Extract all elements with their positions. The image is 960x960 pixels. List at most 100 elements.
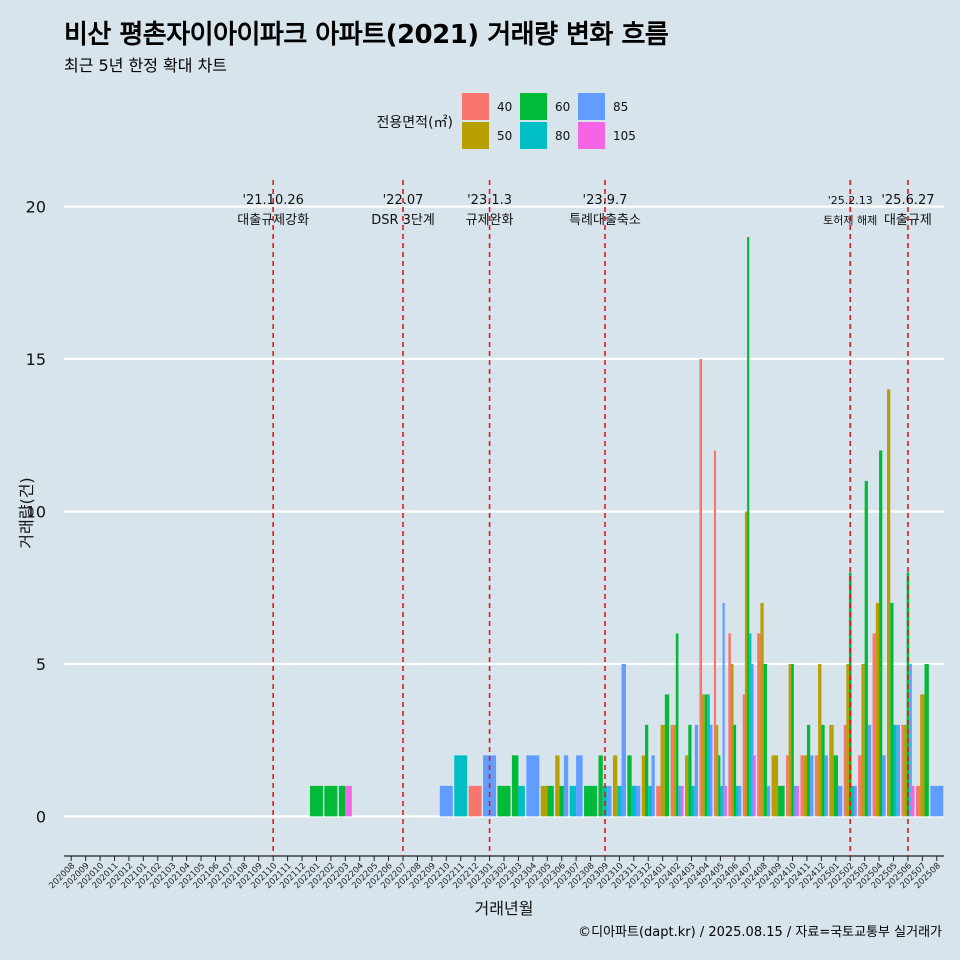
bar (800, 755, 804, 817)
bar (730, 663, 734, 817)
event-name-label: DSR 3단계 (371, 213, 435, 228)
bar (707, 694, 710, 817)
source-caption: ©디아파트(dapt.kr) / 2025.08.15 / 자료=국토교통부 실… (578, 925, 942, 940)
bar (742, 694, 745, 817)
bar (791, 663, 794, 817)
bar (678, 785, 682, 817)
bar (511, 755, 519, 817)
event-date-label: '25.2.13 (828, 194, 873, 207)
event-name-label: 대출규제강화 (237, 213, 309, 228)
bar (681, 785, 684, 817)
bar (833, 755, 838, 817)
y-axis-title: 거래량(건) (17, 477, 36, 548)
bar (896, 724, 900, 817)
bar (803, 755, 807, 817)
bar (673, 724, 676, 817)
bar (887, 389, 891, 817)
bar (518, 785, 525, 817)
bar (660, 724, 665, 817)
chart-title: 비산 평촌자이아이파크 아파트(2021) 거래량 변화 흐름 (64, 20, 669, 50)
bar (837, 785, 843, 817)
event-date-label: '25.6.27 (881, 193, 934, 208)
event-date-label: '23.9.7 (583, 193, 628, 208)
bar (915, 785, 921, 817)
bar (724, 785, 727, 817)
bar (909, 663, 912, 817)
legend-label: 60 (555, 100, 570, 114)
bar (617, 785, 622, 817)
y-tick-label: 5 (36, 655, 46, 674)
bar (738, 785, 742, 817)
bar (309, 785, 323, 817)
bar (636, 785, 641, 817)
bar (930, 785, 944, 817)
legend-swatch (520, 122, 547, 149)
bar (872, 633, 876, 817)
bar (338, 785, 346, 817)
bar (699, 359, 703, 817)
bar (901, 724, 905, 817)
bar (793, 785, 797, 817)
bar (778, 785, 785, 817)
bar (718, 755, 721, 817)
bar (763, 663, 767, 817)
bar (893, 724, 897, 817)
bar (631, 785, 636, 817)
bar (861, 663, 865, 817)
bar (846, 663, 849, 817)
event-name-label: 특례대출축소 (569, 213, 641, 228)
bar (645, 724, 649, 817)
bar (648, 785, 652, 817)
bar (879, 450, 883, 817)
bar (722, 602, 725, 817)
bar (821, 724, 825, 817)
bar (766, 785, 771, 817)
event-date-label: '23.1.3 (467, 193, 512, 208)
bar (584, 785, 598, 817)
bar (702, 694, 705, 817)
bar (670, 724, 674, 817)
bar (911, 785, 915, 817)
bar (757, 633, 761, 817)
event-date-label: '22.07 (383, 193, 424, 208)
bar (843, 724, 847, 817)
bar (612, 755, 618, 817)
bar (904, 724, 907, 817)
legend-swatch (578, 122, 605, 149)
bar (555, 755, 560, 817)
bar (694, 724, 699, 817)
bar (607, 785, 612, 817)
bar (744, 511, 748, 817)
bar (747, 237, 750, 817)
bar (627, 755, 632, 817)
bar (829, 724, 834, 817)
bar (468, 785, 482, 817)
bar (716, 724, 719, 817)
legend-label: 40 (497, 100, 512, 114)
bar (563, 755, 569, 817)
bar (345, 785, 352, 817)
bar (656, 785, 661, 817)
bar (688, 724, 692, 817)
bar (664, 694, 670, 817)
bar (786, 755, 789, 817)
bar (867, 724, 872, 817)
bar (559, 785, 564, 817)
legend-label: 85 (613, 100, 628, 114)
bar (920, 694, 925, 817)
y-tick-label: 10 (26, 502, 46, 521)
bar (569, 785, 577, 817)
bar (890, 602, 894, 817)
chart-subtitle: 최근 5년 한정 확대 차트 (64, 56, 228, 75)
bar (713, 450, 717, 817)
y-tick-label: 0 (36, 807, 46, 826)
bar (709, 724, 713, 817)
x-axis-title: 거래년월 (475, 899, 534, 918)
bar (864, 480, 868, 817)
event-name-label: 규제완화 (466, 213, 514, 228)
bar (454, 755, 468, 817)
bar (824, 755, 828, 817)
bar (685, 755, 689, 817)
legend-label: 80 (555, 129, 570, 143)
